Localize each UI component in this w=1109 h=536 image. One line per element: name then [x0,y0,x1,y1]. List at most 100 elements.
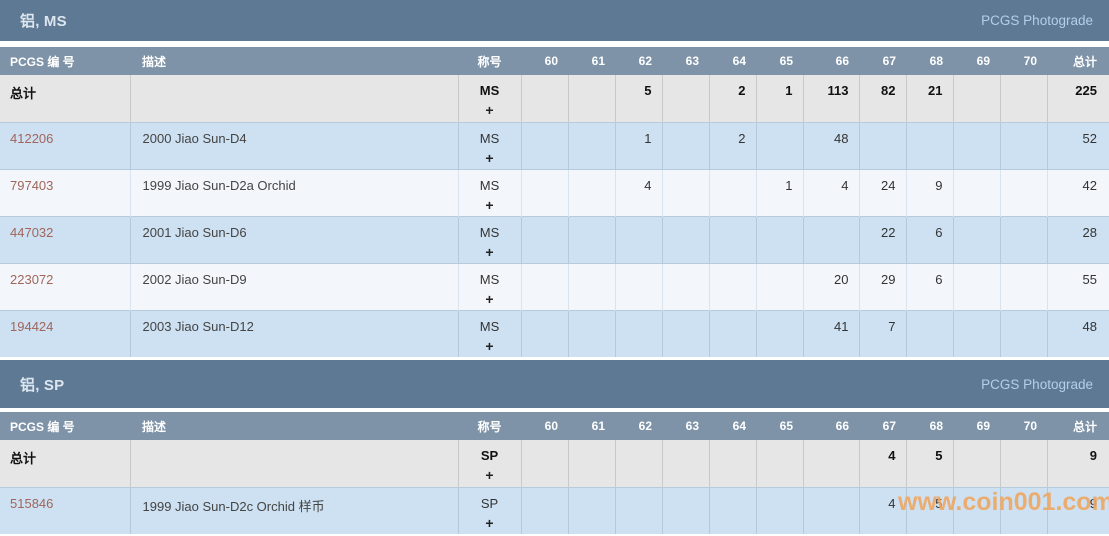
pcgs-number-link[interactable]: 194424 [10,318,54,334]
population-section: 铝, MS PCGS Photograde PCGS 编 号描述 称号 60 61 62 63… [0,0,1109,357]
grade-count-cell: 41 [802,309,859,357]
grade-count-cell [708,440,756,487]
section-header-bar: 铝, SP PCGS Photograde [0,360,1109,408]
plus-designation: + [485,337,494,354]
pcgs-number-link[interactable]: 515846 [10,495,54,511]
grade-count-cell [567,486,615,534]
pcgs-number-link[interactable]: 797403 [10,177,54,193]
grade-column-header: 63 [662,412,709,440]
grade-count-cell [567,121,615,169]
population-table: PCGS 编 号描述 称号 60 61 62 63 64 65 66 67 68 69 70 总计 总计 MS… [0,47,1109,357]
row-total-count: 48 [1046,309,1109,357]
grade-count-cell [520,121,568,169]
grade-count-cell: 5 [614,75,662,122]
grade-count-cell: 4 [614,168,662,216]
description-cell [129,440,458,487]
designation-cell: MS + [457,215,521,263]
grade-count-cell [661,75,709,122]
grade-count-cell [708,486,756,534]
section-title: 铝, MS [20,13,67,30]
pcgs-number-cell: 223072 [0,262,130,310]
pcgs-number-link[interactable]: 412206 [10,130,54,146]
grade-count-cell [708,215,756,263]
grade-count-cell [952,262,1000,310]
grade-count-cell [952,486,1000,534]
grade-count-cell [567,168,615,216]
pcgs-number-link[interactable]: 447032 [10,224,54,240]
grade-column-header: 64 [709,412,756,440]
designation-cell: MS + [457,262,521,310]
plus-designation: + [485,467,494,483]
plus-designation: + [485,290,494,307]
grade-count-cell: 4 [858,486,906,534]
grade-column-header: 70 [1000,47,1047,75]
grade-count-cell [952,75,1000,122]
grade-column-header: 62 [615,47,662,75]
grade-column-header: 65 [756,47,803,75]
grade-column-header: 65 [756,412,803,440]
grade-count-cell: 5 [905,440,953,487]
designation-column-header: 称号 [458,412,521,440]
designation-column-header: 称号 [458,47,521,75]
grade-count-cell [999,262,1047,310]
row-total-count: 52 [1046,121,1109,169]
grade-column-header: 61 [568,47,615,75]
description-cell: 2000 Jiao Sun-D4 [129,121,458,169]
grade-count-cell [520,486,568,534]
row-total-count: 225 [1046,75,1109,122]
photograde-link[interactable]: PCGS Photograde [981,376,1093,392]
designation-cell: MS + [457,309,521,357]
grade-column-header: 67 [859,47,906,75]
row-total-count: 9 [1046,440,1109,487]
grade-count-cell [905,121,953,169]
grade-count-cell [755,262,803,310]
row-total-count: 28 [1046,215,1109,263]
grade-count-cell [614,262,662,310]
grade-count-cell [520,168,568,216]
grade-count-cell [520,215,568,263]
designation-label: MS [479,83,500,98]
grade-count-cell [999,121,1047,169]
description-cell: 2001 Jiao Sun-D6 [129,215,458,263]
designation-cell: MS + [457,168,521,216]
grade-count-cell: 4 [802,168,859,216]
population-section: 铝, SP PCGS Photograde PCGS 编 号描述 称号 60 61 62 63… [0,360,1109,534]
designation-cell: MS + [457,121,521,169]
table-header-row: PCGS 编 号描述 称号 60 61 62 63 64 65 66 67 68 69 70 总计 [0,412,1109,440]
coin-row: 223072 2002 Jiao Sun-D9 MS +20 29 6 55 [0,262,1109,310]
plus-designation: + [485,196,494,213]
row-total-count: 55 [1046,262,1109,310]
designation-label: SP [480,448,499,463]
total-column-header: 总计 [1047,47,1109,75]
grade-count-cell: 2 [708,75,756,122]
grade-count-cell [905,309,953,357]
grade-column-header: 68 [906,412,953,440]
grade-count-cell [614,486,662,534]
grade-count-cell [567,75,615,122]
pcgs-number-column-header: PCGS 编 号 [0,47,130,75]
description-cell [129,75,458,122]
grade-count-cell: 6 [905,215,953,263]
grade-count-cell: 1 [614,121,662,169]
grade-count-cell [952,121,1000,169]
grade-column-header: 66 [803,412,859,440]
grade-count-cell [520,309,568,357]
row-total-count: 42 [1046,168,1109,216]
grade-count-cell [661,168,709,216]
pcgs-number-cell: 515846 [0,486,130,534]
designation-cell: SP + [457,486,521,534]
grade-column-header: 69 [953,412,1000,440]
pcgs-number-cell: 194424 [0,309,130,357]
total-row-label: 总计 [10,451,37,466]
photograde-link[interactable]: PCGS Photograde [981,13,1093,28]
grade-count-cell: 1 [755,75,803,122]
designation-label: MS [479,130,500,146]
grade-count-cell: 7 [858,309,906,357]
grade-column-header: 67 [859,412,906,440]
coin-row: 194424 2003 Jiao Sun-D12 MS +41 7 48 [0,309,1109,357]
grade-count-cell [520,262,568,310]
total-row: 总计 MS +5 2 1 113 82 21 225 [0,75,1109,122]
coin-row: 515846 1999 Jiao Sun-D2c Orchid 样币 SP +4 5 9 [0,486,1109,534]
pcgs-number-link[interactable]: 223072 [10,271,54,287]
